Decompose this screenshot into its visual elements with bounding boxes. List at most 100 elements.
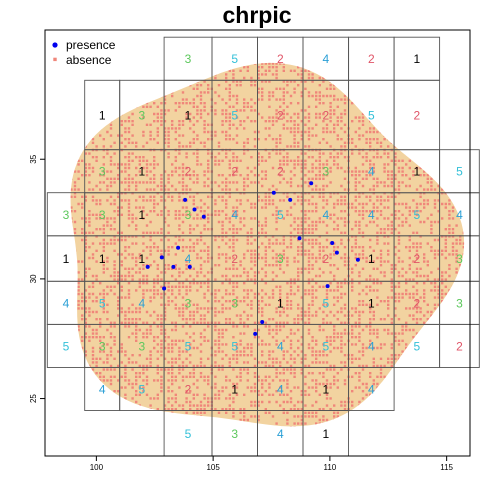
block-fold-label-19: 3 bbox=[322, 165, 329, 179]
block-fold-label-30: 4 bbox=[368, 208, 375, 222]
spatial-block-69 bbox=[348, 366, 395, 411]
block-fold-label-12: 5 bbox=[368, 109, 375, 123]
y-tick-label-0: 25 bbox=[29, 394, 38, 403]
presence-point-16 bbox=[325, 284, 330, 289]
presence-point-5 bbox=[309, 181, 314, 186]
block-fold-label-3: 4 bbox=[322, 52, 329, 66]
block-fold-label-22: 5 bbox=[456, 165, 463, 179]
chart-title: chrpic bbox=[222, 2, 291, 28]
block-fold-label-14: 3 bbox=[99, 165, 106, 179]
block-fold-label-41: 2 bbox=[414, 252, 421, 266]
y-tick-label-1: 30 bbox=[29, 274, 38, 283]
block-fold-label-69: 4 bbox=[368, 383, 375, 397]
presence-point-4 bbox=[288, 197, 293, 202]
block-fold-label-37: 2 bbox=[231, 252, 238, 266]
presence-point-1 bbox=[192, 207, 197, 212]
block-fold-label-55: 3 bbox=[139, 339, 146, 353]
block-fold-label-68: 1 bbox=[322, 383, 329, 397]
x-tick-label-0: 100 bbox=[90, 463, 104, 472]
presence-point-17 bbox=[260, 320, 265, 324]
presence-point-12 bbox=[330, 241, 335, 245]
block-fold-label-11: 2 bbox=[322, 109, 329, 123]
presence-point-14 bbox=[355, 257, 360, 262]
legend-presence-marker bbox=[52, 42, 58, 48]
block-fold-label-5: 1 bbox=[414, 52, 421, 66]
block-fold-label-42: 3 bbox=[456, 252, 463, 266]
block-fold-label-71: 3 bbox=[231, 427, 238, 441]
block-fold-label-47: 3 bbox=[231, 296, 238, 310]
block-labels-layer: 3 5 2 4 2 1 1 3 1 5 2 2 5 2 3 1 2 2 2 3 4 1 5 3 3 1 3 4 5 4 4 5 4 1 1 1 4 2 3 2… bbox=[63, 52, 464, 441]
block-fold-label-8: 1 bbox=[185, 109, 192, 123]
block-fold-label-16: 2 bbox=[185, 165, 192, 179]
legend-presence-label: presence bbox=[66, 38, 116, 52]
spatial-blocks-layer bbox=[46, 36, 480, 457]
block-fold-label-53: 5 bbox=[63, 339, 70, 353]
block-fold-label-17: 2 bbox=[231, 165, 238, 179]
study-area-layer bbox=[70, 62, 465, 427]
x-tick-label-3: 115 bbox=[440, 463, 453, 472]
y-tick-label-2: 35 bbox=[29, 154, 38, 163]
presence-point-10 bbox=[187, 264, 192, 269]
presence-point-2 bbox=[201, 214, 206, 219]
block-fold-label-31: 5 bbox=[414, 208, 421, 222]
block-fold-label-33: 1 bbox=[63, 252, 70, 266]
presence-point-6 bbox=[176, 245, 181, 250]
block-fold-label-63: 4 bbox=[99, 383, 106, 397]
block-fold-label-64: 5 bbox=[139, 383, 146, 397]
plot-frame bbox=[44, 29, 471, 457]
block-fold-label-66: 1 bbox=[231, 383, 238, 397]
block-fold-label-20: 4 bbox=[368, 165, 375, 179]
block-fold-label-1: 5 bbox=[231, 52, 238, 66]
block-fold-label-39: 2 bbox=[322, 252, 329, 266]
block-fold-label-18: 2 bbox=[277, 165, 284, 179]
legend-absence-marker bbox=[53, 57, 57, 62]
legend: presence absence bbox=[52, 38, 116, 67]
block-fold-label-10: 2 bbox=[277, 109, 284, 123]
block-fold-label-26: 3 bbox=[185, 208, 192, 222]
block-fold-label-34: 1 bbox=[99, 252, 106, 266]
block-fold-label-27: 4 bbox=[231, 208, 238, 222]
block-fold-label-62: 2 bbox=[456, 339, 463, 353]
block-fold-label-4: 2 bbox=[368, 52, 375, 66]
block-fold-label-29: 4 bbox=[322, 208, 329, 222]
presence-point-3 bbox=[271, 190, 276, 195]
presence-point-0 bbox=[183, 197, 188, 202]
block-fold-label-9: 5 bbox=[231, 109, 238, 123]
block-fold-label-6: 1 bbox=[99, 109, 106, 123]
block-fold-label-38: 3 bbox=[277, 252, 284, 266]
block-fold-label-50: 1 bbox=[368, 296, 375, 310]
block-fold-label-49: 5 bbox=[322, 296, 329, 310]
y-axis: 25 30 35 bbox=[29, 154, 45, 403]
presence-point-9 bbox=[171, 264, 176, 269]
presence-point-13 bbox=[334, 250, 339, 255]
block-fold-label-46: 3 bbox=[185, 296, 192, 310]
block-fold-label-45: 4 bbox=[139, 296, 146, 310]
presence-points-layer bbox=[145, 181, 360, 336]
block-fold-label-59: 5 bbox=[322, 339, 329, 353]
spatial-block-62 bbox=[439, 323, 480, 368]
block-fold-label-25: 1 bbox=[139, 208, 146, 222]
block-fold-label-35: 1 bbox=[139, 252, 146, 266]
block-fold-label-15: 1 bbox=[139, 165, 146, 179]
presence-point-11 bbox=[297, 236, 302, 241]
block-fold-label-21: 1 bbox=[414, 165, 421, 179]
block-fold-label-67: 4 bbox=[277, 383, 284, 397]
x-axis: 100 105 110 115 bbox=[90, 456, 454, 472]
presence-point-18 bbox=[253, 331, 258, 336]
block-fold-label-2: 2 bbox=[277, 52, 284, 66]
block-fold-label-61: 5 bbox=[414, 339, 421, 353]
block-fold-label-72: 4 bbox=[277, 427, 284, 441]
block-fold-label-60: 4 bbox=[368, 339, 375, 353]
block-fold-label-7: 3 bbox=[139, 109, 146, 123]
block-fold-label-54: 3 bbox=[99, 339, 106, 353]
presence-point-15 bbox=[162, 286, 167, 291]
x-tick-label-2: 110 bbox=[324, 463, 337, 472]
block-fold-label-57: 5 bbox=[231, 339, 238, 353]
presence-point-7 bbox=[159, 255, 164, 260]
presence-point-8 bbox=[145, 264, 150, 269]
block-fold-label-58: 4 bbox=[277, 339, 284, 353]
block-fold-label-13: 2 bbox=[414, 109, 421, 123]
block-fold-label-52: 3 bbox=[456, 296, 463, 310]
block-fold-label-28: 5 bbox=[277, 208, 284, 222]
